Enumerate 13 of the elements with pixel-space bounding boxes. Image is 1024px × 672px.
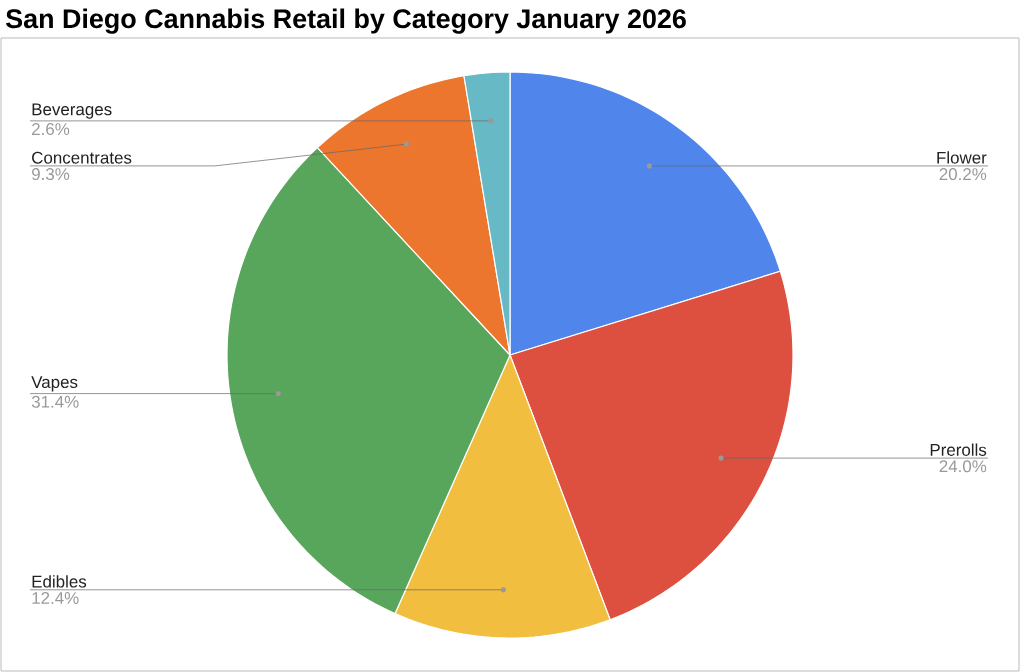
data-label: 2.6%: [32, 123, 70, 136]
slice-label: Vapes: [31, 376, 78, 392]
slice-label: Edibles: [32, 575, 87, 588]
slice-label: Concentrates: [32, 151, 132, 164]
data-label: 31.4%: [31, 395, 79, 408]
slice-label: Beverages: [32, 103, 112, 119]
data-label: 24.0%: [939, 460, 987, 473]
data-label: 9.3%: [32, 168, 70, 181]
slice-label: Prerolls: [930, 443, 987, 456]
slice-label: Flower: [937, 151, 987, 164]
data-label: 12.4%: [32, 592, 79, 604]
data-label: 20.2%: [939, 168, 987, 181]
chart-title: San Diego Cannabis Retail by Category January 2026: [5, 8, 686, 34]
